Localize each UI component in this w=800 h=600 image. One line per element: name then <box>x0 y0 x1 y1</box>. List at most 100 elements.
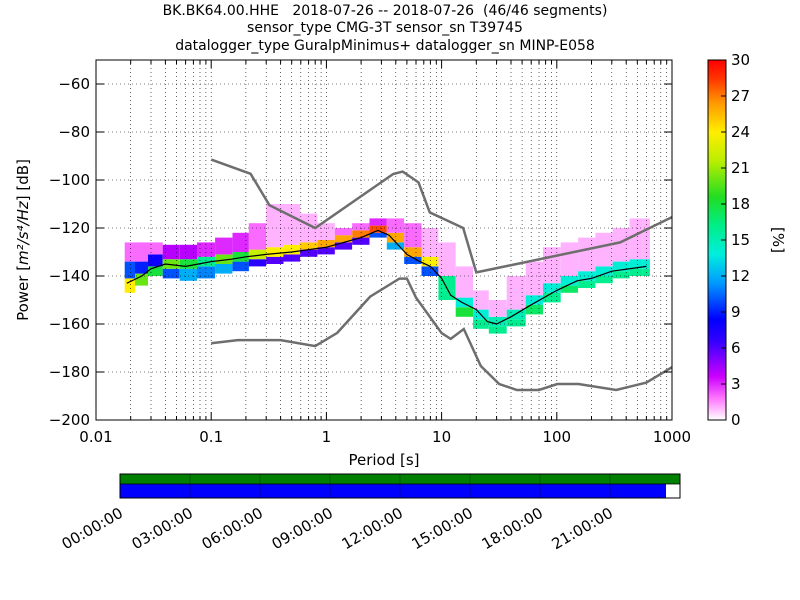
psd-density-cell <box>595 276 613 284</box>
psd-density-cell <box>135 242 148 262</box>
psd-density-cell <box>595 232 613 267</box>
psd-density-cell <box>421 228 439 257</box>
psd-density-cell <box>612 271 630 279</box>
psd-density-cell <box>578 271 596 281</box>
psd-density-cell <box>525 304 543 315</box>
psd-density-cell <box>232 232 249 252</box>
colorbar-tick-label: 12 <box>731 267 750 285</box>
psd-density-cell <box>488 316 507 327</box>
y-tick-label: −100 <box>49 171 90 189</box>
psd-density-cell <box>300 242 318 250</box>
psd-density-cell <box>300 249 318 257</box>
psd-density-cell <box>473 290 489 310</box>
plot-title-line-3: datalogger_type GuralpMinimus+ datalogge… <box>175 38 595 54</box>
psd-density-cell <box>595 266 613 276</box>
x-tick-label: 10 <box>432 428 451 446</box>
psd-density-cell <box>334 242 353 250</box>
psd-density-cell <box>317 223 335 240</box>
colorbar-tick-label: 21 <box>731 159 750 177</box>
psd-density-cell <box>179 259 197 269</box>
y-axis-label: Power [m²/s⁴/Hz] [dB] <box>14 159 32 321</box>
psd-density-cell <box>248 223 267 250</box>
timeline-tick-label: 09:00:00 <box>269 504 336 553</box>
psd-density-cell <box>386 218 405 233</box>
noise-model-curve <box>210 158 672 274</box>
psd-density-cell <box>334 235 353 243</box>
colorbar-tick-label: 18 <box>731 195 750 213</box>
psd-density-cell <box>124 242 135 262</box>
mean-psd-curve <box>126 229 647 325</box>
timeline-tick-label: 06:00:00 <box>199 504 266 553</box>
psd-density-cell <box>612 228 630 262</box>
noise-model-curve <box>211 277 672 392</box>
psd-density-cell <box>629 259 643 269</box>
psd-density-cell <box>488 326 507 334</box>
colorbar-tick-label: 6 <box>731 339 741 357</box>
psd-density-cell <box>197 256 216 267</box>
psd-density-cell <box>438 290 456 300</box>
psd-density-cell <box>283 244 301 255</box>
y-axis-label-unit: m²/s⁴/Hz <box>14 200 32 265</box>
psd-density-cell <box>317 240 335 248</box>
psd-density-cell <box>266 256 284 264</box>
psd-density-cell <box>404 223 422 248</box>
psd-density-cell <box>543 292 561 303</box>
colorbar-tick-label: 3 <box>731 375 741 393</box>
psd-density-cell <box>386 232 405 243</box>
x-tick-label: 100 <box>542 428 571 446</box>
psd-density-cell <box>334 228 353 236</box>
psd-density-cell <box>506 276 526 310</box>
psd-density-cell <box>629 268 643 276</box>
colorbar-tick-label: 27 <box>731 87 750 105</box>
psd-density-cell <box>543 283 561 293</box>
psd-density-cell <box>124 261 135 279</box>
x-tick-label: 0.01 <box>79 428 112 446</box>
psd-density-cell <box>148 242 163 255</box>
y-tick-label: −60 <box>58 75 90 93</box>
timeline-tick-label: 12:00:00 <box>339 504 406 553</box>
psd-density-cell <box>352 237 370 245</box>
psd-density-cell <box>455 307 473 317</box>
x-tick-label: 1000 <box>653 428 691 446</box>
psd-density-cell <box>560 276 578 286</box>
psd-density-cell <box>612 261 630 272</box>
y-tick-label: −160 <box>49 315 90 333</box>
colorbar-tick-label: 30 <box>731 51 750 69</box>
psd-density-cell <box>215 237 233 255</box>
psd-density-cell <box>232 261 249 272</box>
psd-density-cell <box>162 259 180 269</box>
psd-density-cell <box>162 268 180 279</box>
psd-density-cell <box>232 252 249 262</box>
psd-density-cell <box>525 295 543 305</box>
colorbar-tick-label: 15 <box>731 231 750 249</box>
psd-density-cell <box>488 300 507 317</box>
psd-density-cell <box>162 244 180 260</box>
data-coverage-timeline: 00:00:00 03:00:00 06:00:00 09:00:00 12:00:00… <box>59 473 681 553</box>
psd-density-cell <box>135 273 148 286</box>
x-tick-label: 1 <box>322 428 332 446</box>
timeline-tick-label: 18:00:00 <box>479 504 546 553</box>
psd-density-cell <box>148 266 163 276</box>
psd-density-cell <box>369 218 387 226</box>
psd-density-cell <box>369 232 387 238</box>
psd-density-cell <box>266 247 284 257</box>
psd-density-cell <box>404 247 422 257</box>
colorbar-tick-label: 0 <box>731 411 741 429</box>
psd-density-cell <box>148 254 163 267</box>
psd-density-cell <box>578 280 596 288</box>
psd-density-cell <box>179 244 197 260</box>
psd-density-cell <box>560 285 578 293</box>
psd-density-cell <box>629 218 643 260</box>
plot-title-line-1: BK.BK64.00.HHE 2018-07-26 -- 2018-07-26 … <box>162 3 608 19</box>
y-tick-label: −120 <box>49 219 90 237</box>
psd-density-cell <box>506 319 526 327</box>
psd-density-cell <box>266 204 284 248</box>
psd-density-cell <box>455 266 473 298</box>
psd-density-cell <box>215 254 233 264</box>
axis-layer: 0.01 0.1 1 10 100 1000 −200 −180 −160 −140 −120 −10… <box>49 60 691 446</box>
colorbar-tick-label: 24 <box>731 123 750 141</box>
psd-density-cell <box>215 264 233 274</box>
y-tick-label: −80 <box>58 123 90 141</box>
